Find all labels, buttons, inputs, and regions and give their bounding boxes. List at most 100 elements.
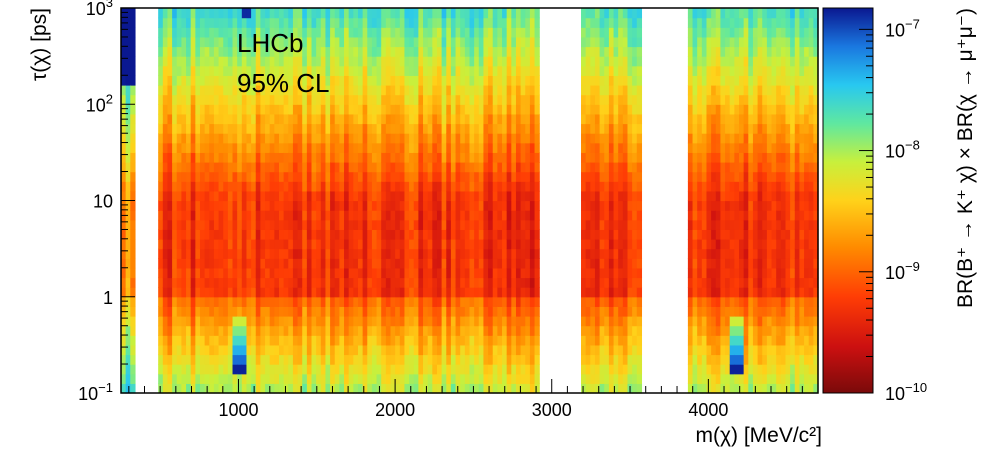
- heatmap-cell: [762, 104, 768, 115]
- heatmap-cell: [701, 133, 708, 144]
- heatmap-cell: [316, 17, 322, 28]
- heatmap-cell: [218, 27, 224, 38]
- heatmap-cell: [469, 104, 475, 115]
- heatmap-cell: [395, 229, 401, 240]
- heatmap-cell: [711, 113, 717, 125]
- heatmap-cell: [302, 306, 308, 317]
- heatmap-cell: [790, 94, 796, 105]
- heatmap-cell: [223, 200, 229, 211]
- heatmap-cell: [311, 316, 317, 327]
- heatmap-cell: [176, 104, 183, 115]
- heatmap-cell: [739, 306, 745, 317]
- heatmap-cell: [762, 190, 768, 202]
- heatmap-cell: [627, 27, 633, 38]
- heatmap-cell: [292, 152, 299, 163]
- heatmap-cell: [725, 56, 731, 67]
- heatmap-cell: [399, 56, 406, 67]
- heatmap-cell: [441, 94, 447, 105]
- heatmap-cell: [385, 94, 392, 105]
- heatmap-cell: [752, 373, 759, 384]
- heatmap-cell: [190, 354, 196, 365]
- heatmap-cell: [330, 316, 336, 327]
- heatmap-cell: [274, 94, 280, 105]
- heatmap-cell: [502, 296, 508, 307]
- heatmap-cell: [292, 8, 299, 19]
- heatmap-cell: [255, 75, 261, 86]
- heatmap-cell: [125, 277, 131, 288]
- heatmap-cell: [297, 113, 303, 125]
- heatmap-cell: [622, 373, 629, 384]
- heatmap-cell: [213, 229, 220, 240]
- heatmap-cell: [353, 325, 359, 336]
- heatmap-cell: [186, 200, 192, 211]
- heatmap-cell: [502, 171, 508, 182]
- heatmap-cell: [158, 104, 164, 115]
- heatmap-cell: [283, 373, 289, 384]
- heatmap-cell: [399, 75, 406, 86]
- heatmap-cell: [525, 75, 531, 86]
- heatmap-cell: [608, 325, 615, 336]
- heatmap-cell: [162, 316, 169, 327]
- heatmap-cell: [130, 123, 136, 134]
- heatmap-cell: [790, 190, 796, 202]
- heatmap-cell: [125, 27, 131, 38]
- heatmap-cell: [339, 239, 345, 250]
- heatmap-cell: [199, 316, 206, 327]
- heatmap-cell: [320, 316, 327, 327]
- heatmap-cell: [427, 190, 433, 202]
- heatmap-cell: [478, 142, 485, 153]
- heatmap-cell: [785, 364, 791, 375]
- heatmap-cell: [395, 152, 401, 163]
- heatmap-cell: [190, 200, 196, 211]
- heatmap-cell: [618, 133, 624, 144]
- heatmap-cell: [632, 142, 638, 153]
- heatmap-cell: [734, 8, 740, 19]
- heatmap-cell: [418, 181, 424, 192]
- heatmap-cell: [739, 287, 745, 298]
- heatmap-cell: [581, 104, 587, 115]
- heatmap-cell: [362, 229, 368, 240]
- heatmap-cell: [701, 325, 708, 336]
- heatmap-cell: [209, 113, 215, 125]
- heatmap-cell: [195, 113, 201, 125]
- heatmap-cell: [599, 287, 605, 298]
- heatmap-cell: [357, 17, 364, 28]
- heatmap-cell: [297, 36, 303, 48]
- heatmap-cell: [622, 364, 629, 375]
- heatmap-cell: [413, 267, 419, 279]
- heatmap-cell: [413, 296, 419, 307]
- heatmap-cell: [390, 162, 396, 173]
- heatmap-cell: [418, 239, 424, 250]
- heatmap-cell: [478, 248, 485, 259]
- heatmap-cell: [446, 373, 452, 384]
- heatmap-cell: [706, 287, 712, 298]
- heatmap-cell: [799, 364, 805, 375]
- heatmap-cell: [771, 75, 777, 86]
- heatmap-cell: [585, 229, 591, 240]
- heatmap-cell: [762, 8, 768, 19]
- heatmap-cell: [199, 354, 206, 365]
- heatmap-cell: [176, 383, 183, 394]
- heatmap-cell: [692, 373, 698, 384]
- heatmap-cell: [488, 296, 494, 307]
- heatmap-cell: [213, 94, 220, 105]
- heatmap-cell: [701, 364, 708, 375]
- heatmap-cell: [692, 152, 698, 163]
- heatmap-cell: [525, 104, 531, 115]
- heatmap-cell: [725, 46, 731, 57]
- heatmap-cell: [739, 123, 745, 134]
- heatmap-cell: [734, 296, 740, 307]
- heatmap-cell: [381, 181, 387, 192]
- heatmap-cell: [302, 152, 308, 163]
- heatmap-cell: [622, 306, 629, 317]
- heatmap-cell: [418, 133, 424, 144]
- heatmap-cell: [237, 219, 243, 230]
- heatmap-cell: [158, 287, 164, 298]
- heatmap-cell: [483, 354, 489, 365]
- heatmap-cell: [725, 287, 731, 298]
- heatmap-cell: [413, 277, 419, 288]
- heatmap-cell: [511, 152, 517, 163]
- heatmap-cell: [292, 113, 299, 125]
- heatmap-cell: [381, 306, 387, 317]
- heatmap-cell: [706, 113, 712, 125]
